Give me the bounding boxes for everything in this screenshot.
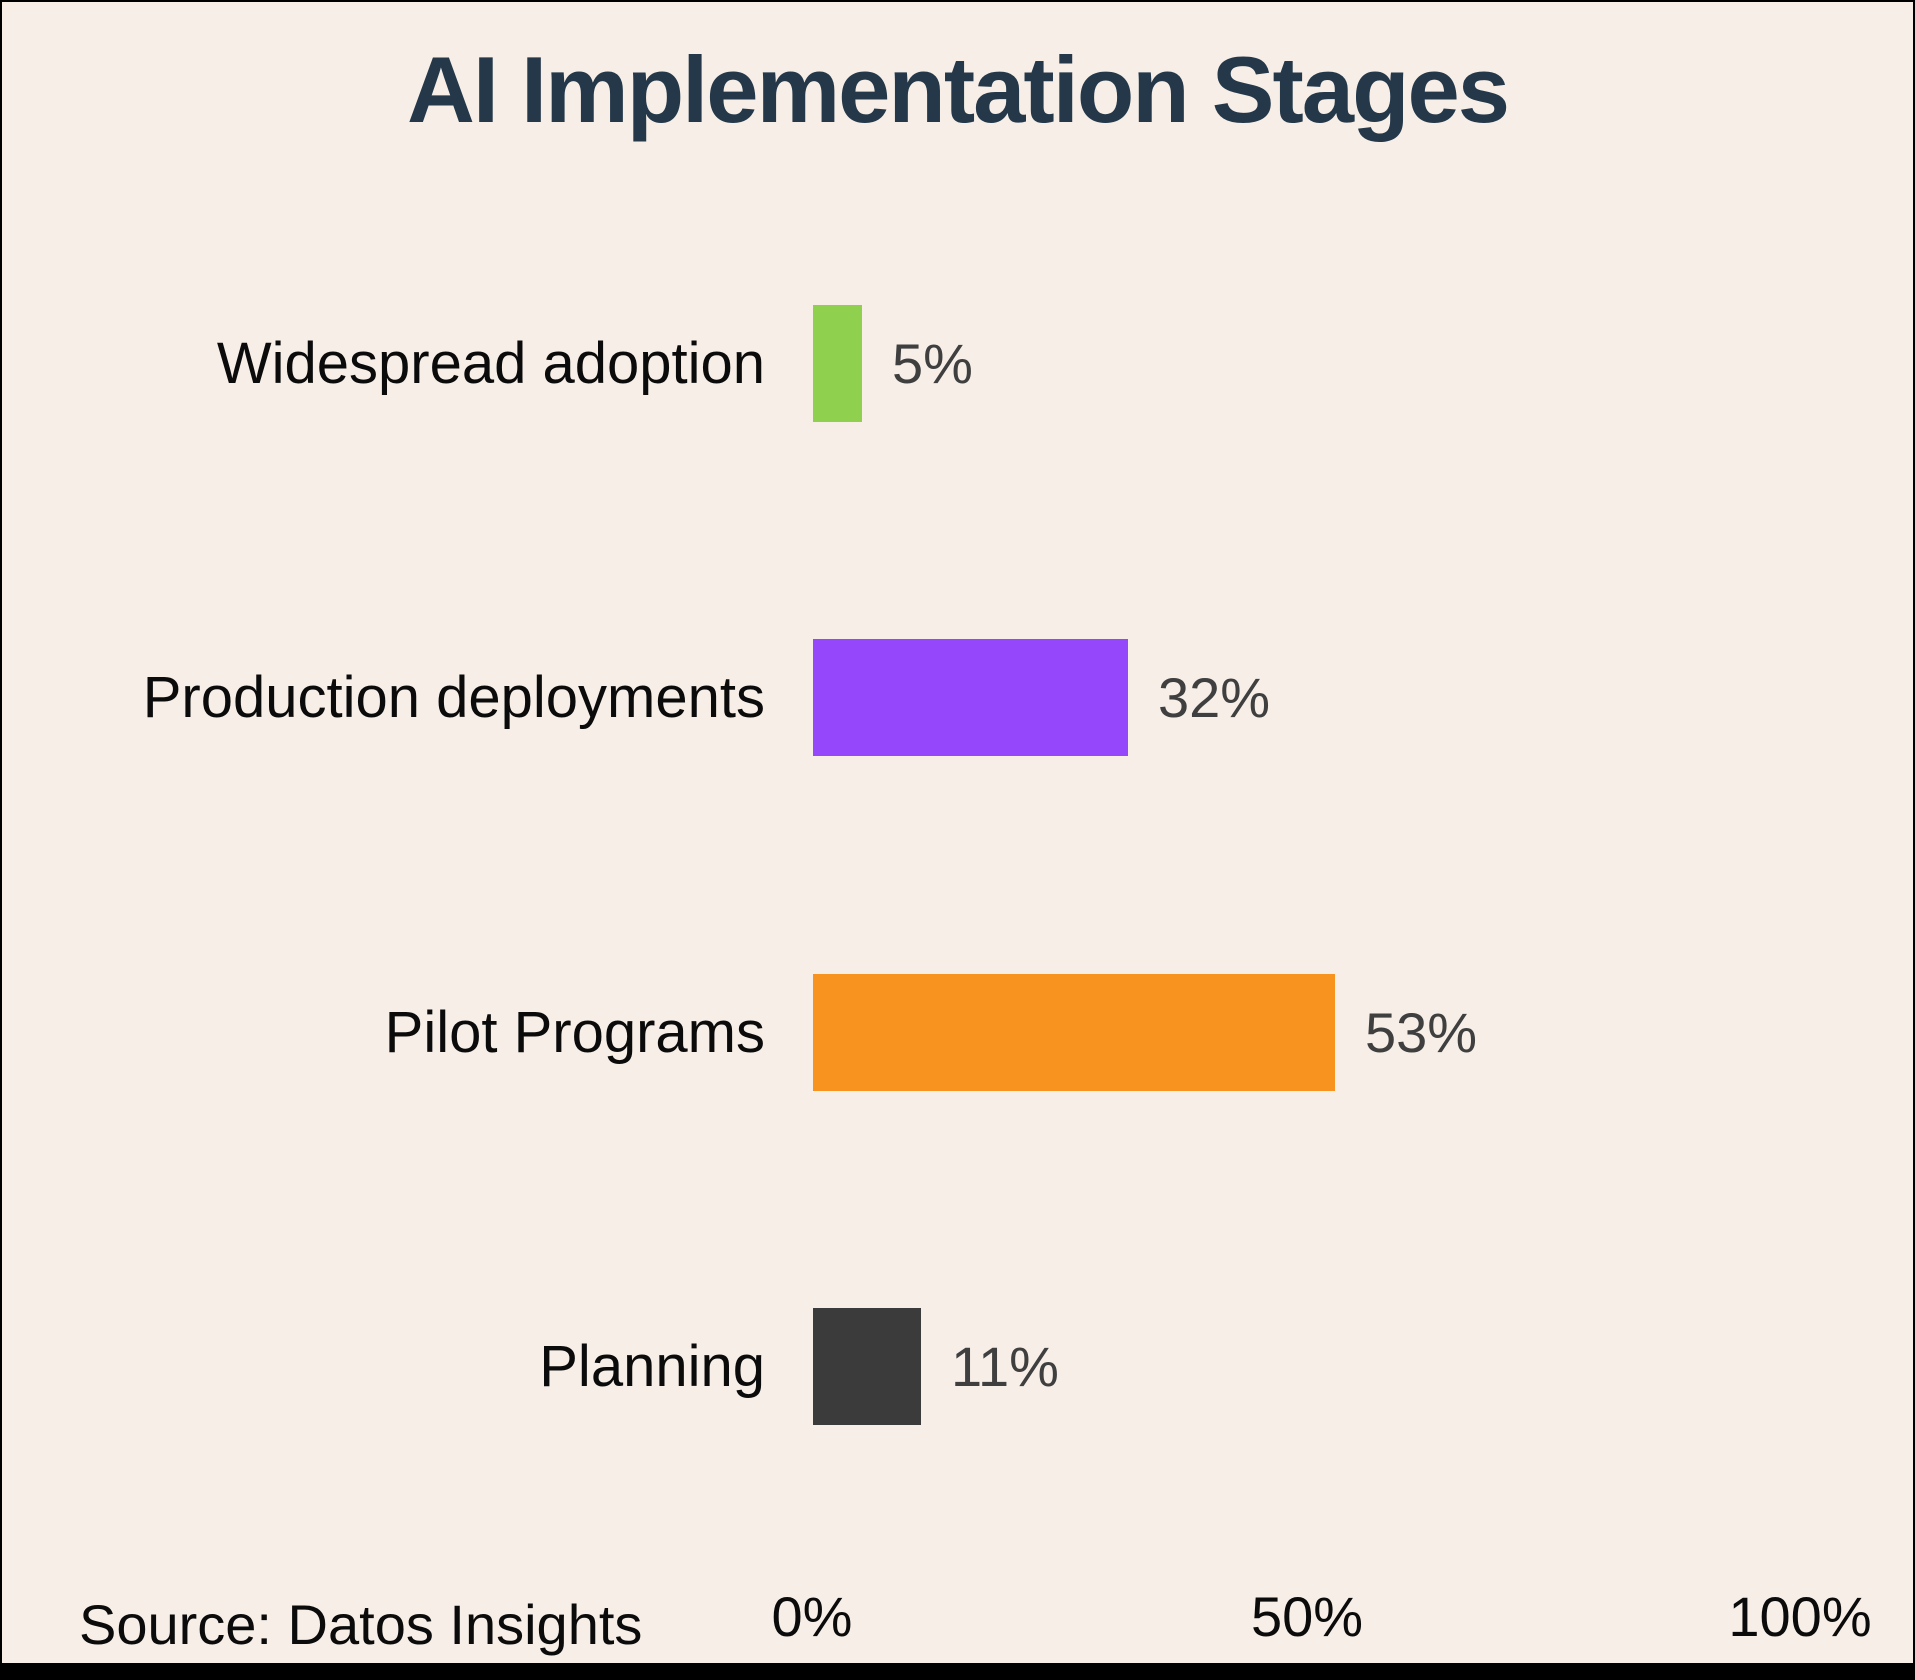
value-label-planning: 11% [951,1335,1059,1398]
bar-pilot-programs [813,974,1335,1091]
chart-title: AI Implementation Stages [406,37,1510,142]
bar-widespread-adoption [813,305,862,422]
x-axis-tick-0: 0% [771,1585,853,1648]
bar-row-production-deployments: Production deployments 32% [2,639,1270,756]
value-label-pilot-programs: 53% [1365,1001,1478,1064]
category-label-widespread-adoption: Widespread adoption [216,331,765,396]
bar-row-pilot-programs: Pilot Programs 53% [2,974,1477,1091]
category-label-pilot-programs: Pilot Programs [384,1000,765,1065]
category-label-production-deployments: Production deployments [142,665,765,730]
bar-planning [813,1308,921,1425]
bar-row-widespread-adoption: Widespread adoption 5% [2,305,973,422]
bar-production-deployments [813,639,1128,756]
bar-row-planning: Planning 11% [2,1308,1059,1425]
bottom-border [2,1663,1913,1680]
x-axis-tick-100: 100% [1728,1585,1872,1648]
value-label-widespread-adoption: 5% [892,332,973,395]
source-note: Source: Datos Insights [79,1593,643,1656]
value-label-production-deployments: 32% [1158,666,1271,729]
category-label-planning: Planning [539,1334,765,1399]
x-axis-tick-50: 50% [1250,1585,1364,1648]
